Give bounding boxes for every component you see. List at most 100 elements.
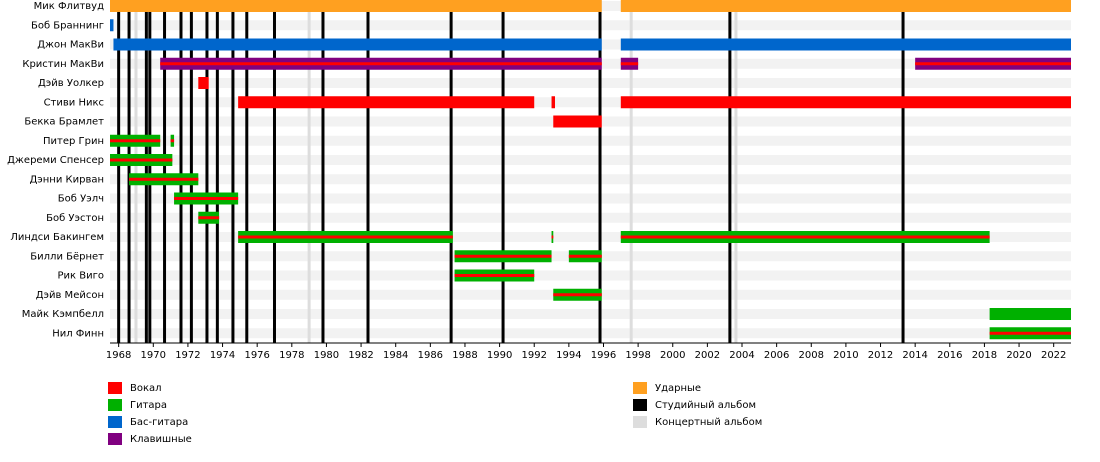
member-bar bbox=[620, 0, 1071, 12]
member-bar-stripe bbox=[174, 197, 239, 200]
legend-label: Гитара bbox=[130, 400, 167, 411]
row-band bbox=[110, 270, 1071, 281]
member-label: Нил Финн bbox=[52, 328, 104, 339]
member-label: Джон МакВи bbox=[37, 40, 104, 51]
member-bar-stripe bbox=[989, 331, 1071, 335]
member-bar-stripe bbox=[553, 293, 602, 297]
member-bar-stripe bbox=[129, 177, 199, 181]
x-tick-label: 2010 bbox=[833, 350, 858, 361]
x-tick-label: 1984 bbox=[383, 350, 408, 361]
row-band bbox=[110, 20, 1071, 31]
member-bar-stripe bbox=[238, 235, 453, 239]
member-label: Мик Флитвуд bbox=[34, 1, 104, 12]
member-bar bbox=[620, 38, 1071, 51]
member-bar bbox=[110, 0, 602, 12]
member-bar-stripe bbox=[160, 62, 602, 66]
legend-label: Бас-гитара bbox=[130, 417, 188, 428]
member-bar-stripe bbox=[198, 216, 220, 220]
row-band bbox=[110, 135, 1071, 146]
x-tick-label: 1968 bbox=[106, 350, 131, 361]
member-label: Кристин МакВи bbox=[22, 59, 104, 70]
member-label: Боб Уэстон bbox=[46, 213, 104, 224]
member-label: Линдси Бакингем bbox=[10, 232, 104, 243]
member-label: Питер Грин bbox=[43, 136, 104, 147]
legend-label: Концертный альбом bbox=[655, 417, 762, 428]
member-bar bbox=[198, 77, 209, 89]
member-bar-stripe bbox=[110, 158, 173, 162]
legend-swatch bbox=[633, 382, 647, 394]
x-tick-label: 1978 bbox=[279, 350, 304, 361]
row-band bbox=[110, 232, 1071, 242]
member-bar bbox=[553, 115, 602, 128]
x-tick-label: 2016 bbox=[937, 350, 962, 361]
member-bar-stripe bbox=[454, 274, 535, 277]
legend-label: Студийный альбом bbox=[655, 400, 756, 411]
x-tick-label: 1982 bbox=[348, 350, 373, 361]
legend-swatch bbox=[108, 399, 122, 411]
member-bar bbox=[113, 38, 602, 51]
member-label: Джереми Спенсер bbox=[7, 155, 104, 166]
x-tick-label: 1974 bbox=[210, 350, 235, 361]
x-tick-label: 2012 bbox=[868, 350, 893, 361]
x-tick-label: 2006 bbox=[764, 350, 789, 361]
member-bar bbox=[110, 19, 114, 32]
x-tick-label: 2008 bbox=[799, 350, 824, 361]
row-band bbox=[110, 193, 1071, 204]
row-band bbox=[110, 328, 1071, 339]
x-tick-label: 1990 bbox=[487, 350, 512, 361]
legend-swatch bbox=[633, 399, 647, 411]
member-label: Майк Кэмпбелл bbox=[22, 309, 104, 320]
member-bar bbox=[989, 308, 1071, 320]
x-tick-label: 2014 bbox=[902, 350, 927, 361]
member-bar-stripe bbox=[454, 254, 552, 258]
member-label: Бекка Брамлет bbox=[24, 117, 104, 128]
member-bar-stripe bbox=[620, 62, 639, 66]
member-bar bbox=[620, 96, 1071, 109]
x-tick-label: 1970 bbox=[141, 350, 166, 361]
legend-label: Ударные bbox=[655, 383, 701, 394]
x-tick-label: 1988 bbox=[452, 350, 477, 361]
member-bar-stripe bbox=[551, 235, 554, 239]
member-bar-stripe bbox=[620, 235, 990, 239]
member-bar bbox=[551, 96, 556, 109]
member-label: Боб Браннинг bbox=[31, 20, 104, 31]
member-bar-stripe bbox=[170, 139, 175, 143]
x-tick-label: 1992 bbox=[521, 350, 546, 361]
member-bar-stripe bbox=[568, 254, 602, 258]
x-tick-label: 2018 bbox=[972, 350, 997, 361]
x-tick-label: 1972 bbox=[175, 350, 200, 361]
member-label: Билли Бёрнет bbox=[30, 251, 104, 262]
legend-swatch bbox=[108, 433, 122, 445]
row-band bbox=[110, 309, 1071, 319]
x-tick-label: 2020 bbox=[1006, 350, 1031, 361]
row-band bbox=[110, 97, 1071, 108]
legend-swatch bbox=[633, 416, 647, 428]
member-label: Дэйв Мейсон bbox=[36, 290, 104, 301]
x-tick-label: 2022 bbox=[1041, 350, 1066, 361]
legend-label: Клавишные bbox=[130, 434, 192, 445]
row-band bbox=[110, 155, 1071, 165]
row-band bbox=[110, 174, 1071, 185]
member-bar bbox=[238, 96, 535, 109]
row-band bbox=[110, 212, 1071, 223]
x-tick-label: 2000 bbox=[660, 350, 685, 361]
x-tick-label: 1976 bbox=[244, 350, 269, 361]
legend-swatch bbox=[108, 416, 122, 428]
legend-label: Вокал bbox=[130, 383, 162, 394]
x-tick-label: 1986 bbox=[418, 350, 443, 361]
x-tick-label: 1980 bbox=[314, 350, 339, 361]
member-bar-stripe bbox=[110, 139, 161, 143]
x-tick-label: 1996 bbox=[591, 350, 616, 361]
x-tick-label: 2004 bbox=[729, 350, 754, 361]
x-tick-label: 1994 bbox=[556, 350, 581, 361]
member-label: Рик Виго bbox=[58, 271, 104, 282]
member-label: Дэйв Уолкер bbox=[38, 78, 104, 89]
x-tick-label: 2002 bbox=[695, 350, 720, 361]
x-tick-label: 1998 bbox=[625, 350, 650, 361]
row-band bbox=[110, 78, 1071, 88]
legend-swatch bbox=[108, 382, 122, 394]
member-label: Боб Уэлч bbox=[58, 194, 104, 205]
member-label: Стиви Никс bbox=[44, 97, 104, 108]
